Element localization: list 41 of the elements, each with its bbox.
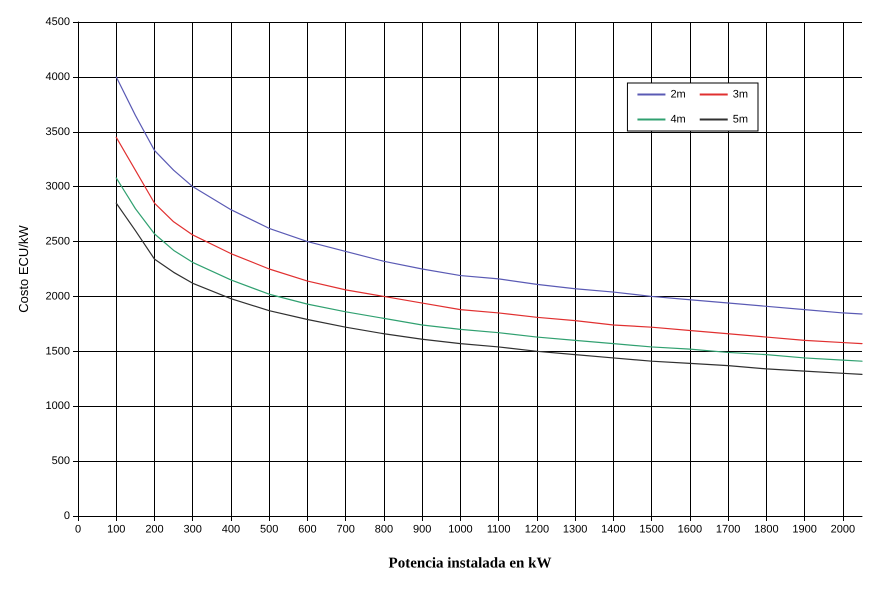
line-series [116, 202, 863, 375]
y-tick-label: 2500 [46, 236, 70, 248]
y-tick-label: 4000 [46, 70, 70, 83]
x-tick-label: 400 [222, 524, 240, 536]
x-tick-label: 100 [107, 524, 126, 536]
x-tick-label: 800 [374, 524, 394, 536]
y-tick-label: 3000 [46, 180, 70, 193]
y-tick-label: 4500 [46, 16, 70, 28]
y-tick-label: 0 [64, 510, 70, 522]
x-tick-label: 600 [298, 524, 317, 536]
x-tick-label: 500 [260, 524, 278, 536]
y-axis-title: Costo ECU/kW [16, 224, 31, 313]
x-axis-title: Potencia instalada en kW [388, 556, 552, 572]
x-tick-label: 2000 [830, 524, 856, 536]
x-tick-label: 300 [184, 524, 202, 536]
x-tick-label: 1900 [792, 524, 817, 536]
y-tick-label: 1500 [46, 345, 70, 358]
x-tick-label: 1200 [524, 524, 550, 536]
y-tick-label: 3500 [46, 126, 70, 138]
legend-label: 2m [670, 88, 686, 100]
line-series [116, 177, 863, 362]
legend-label: 3m [732, 88, 748, 100]
x-tick-label: 700 [336, 524, 355, 536]
y-tick-label: 2000 [46, 290, 70, 302]
y-tick-label: 1000 [46, 400, 70, 412]
x-tick-label: 1500 [639, 524, 664, 536]
x-tick-label: 1300 [562, 524, 588, 536]
x-tick-label: 1700 [716, 524, 740, 536]
x-tick-label: 900 [413, 524, 432, 536]
line-series [116, 76, 863, 315]
x-tick-label: 1800 [754, 524, 779, 536]
x-tick-label: 1400 [601, 524, 626, 536]
x-tick-label: 1600 [678, 524, 702, 536]
legend-label: 4m [670, 114, 686, 126]
y-tick-label: 500 [52, 455, 70, 468]
x-tick-label: 0 [74, 524, 82, 536]
line-series [116, 136, 863, 344]
x-tick-label: 200 [145, 524, 164, 536]
x-tick-label: 1000 [448, 524, 473, 536]
legend-label: 5m [732, 114, 748, 126]
x-tick-label: 1100 [486, 524, 511, 536]
